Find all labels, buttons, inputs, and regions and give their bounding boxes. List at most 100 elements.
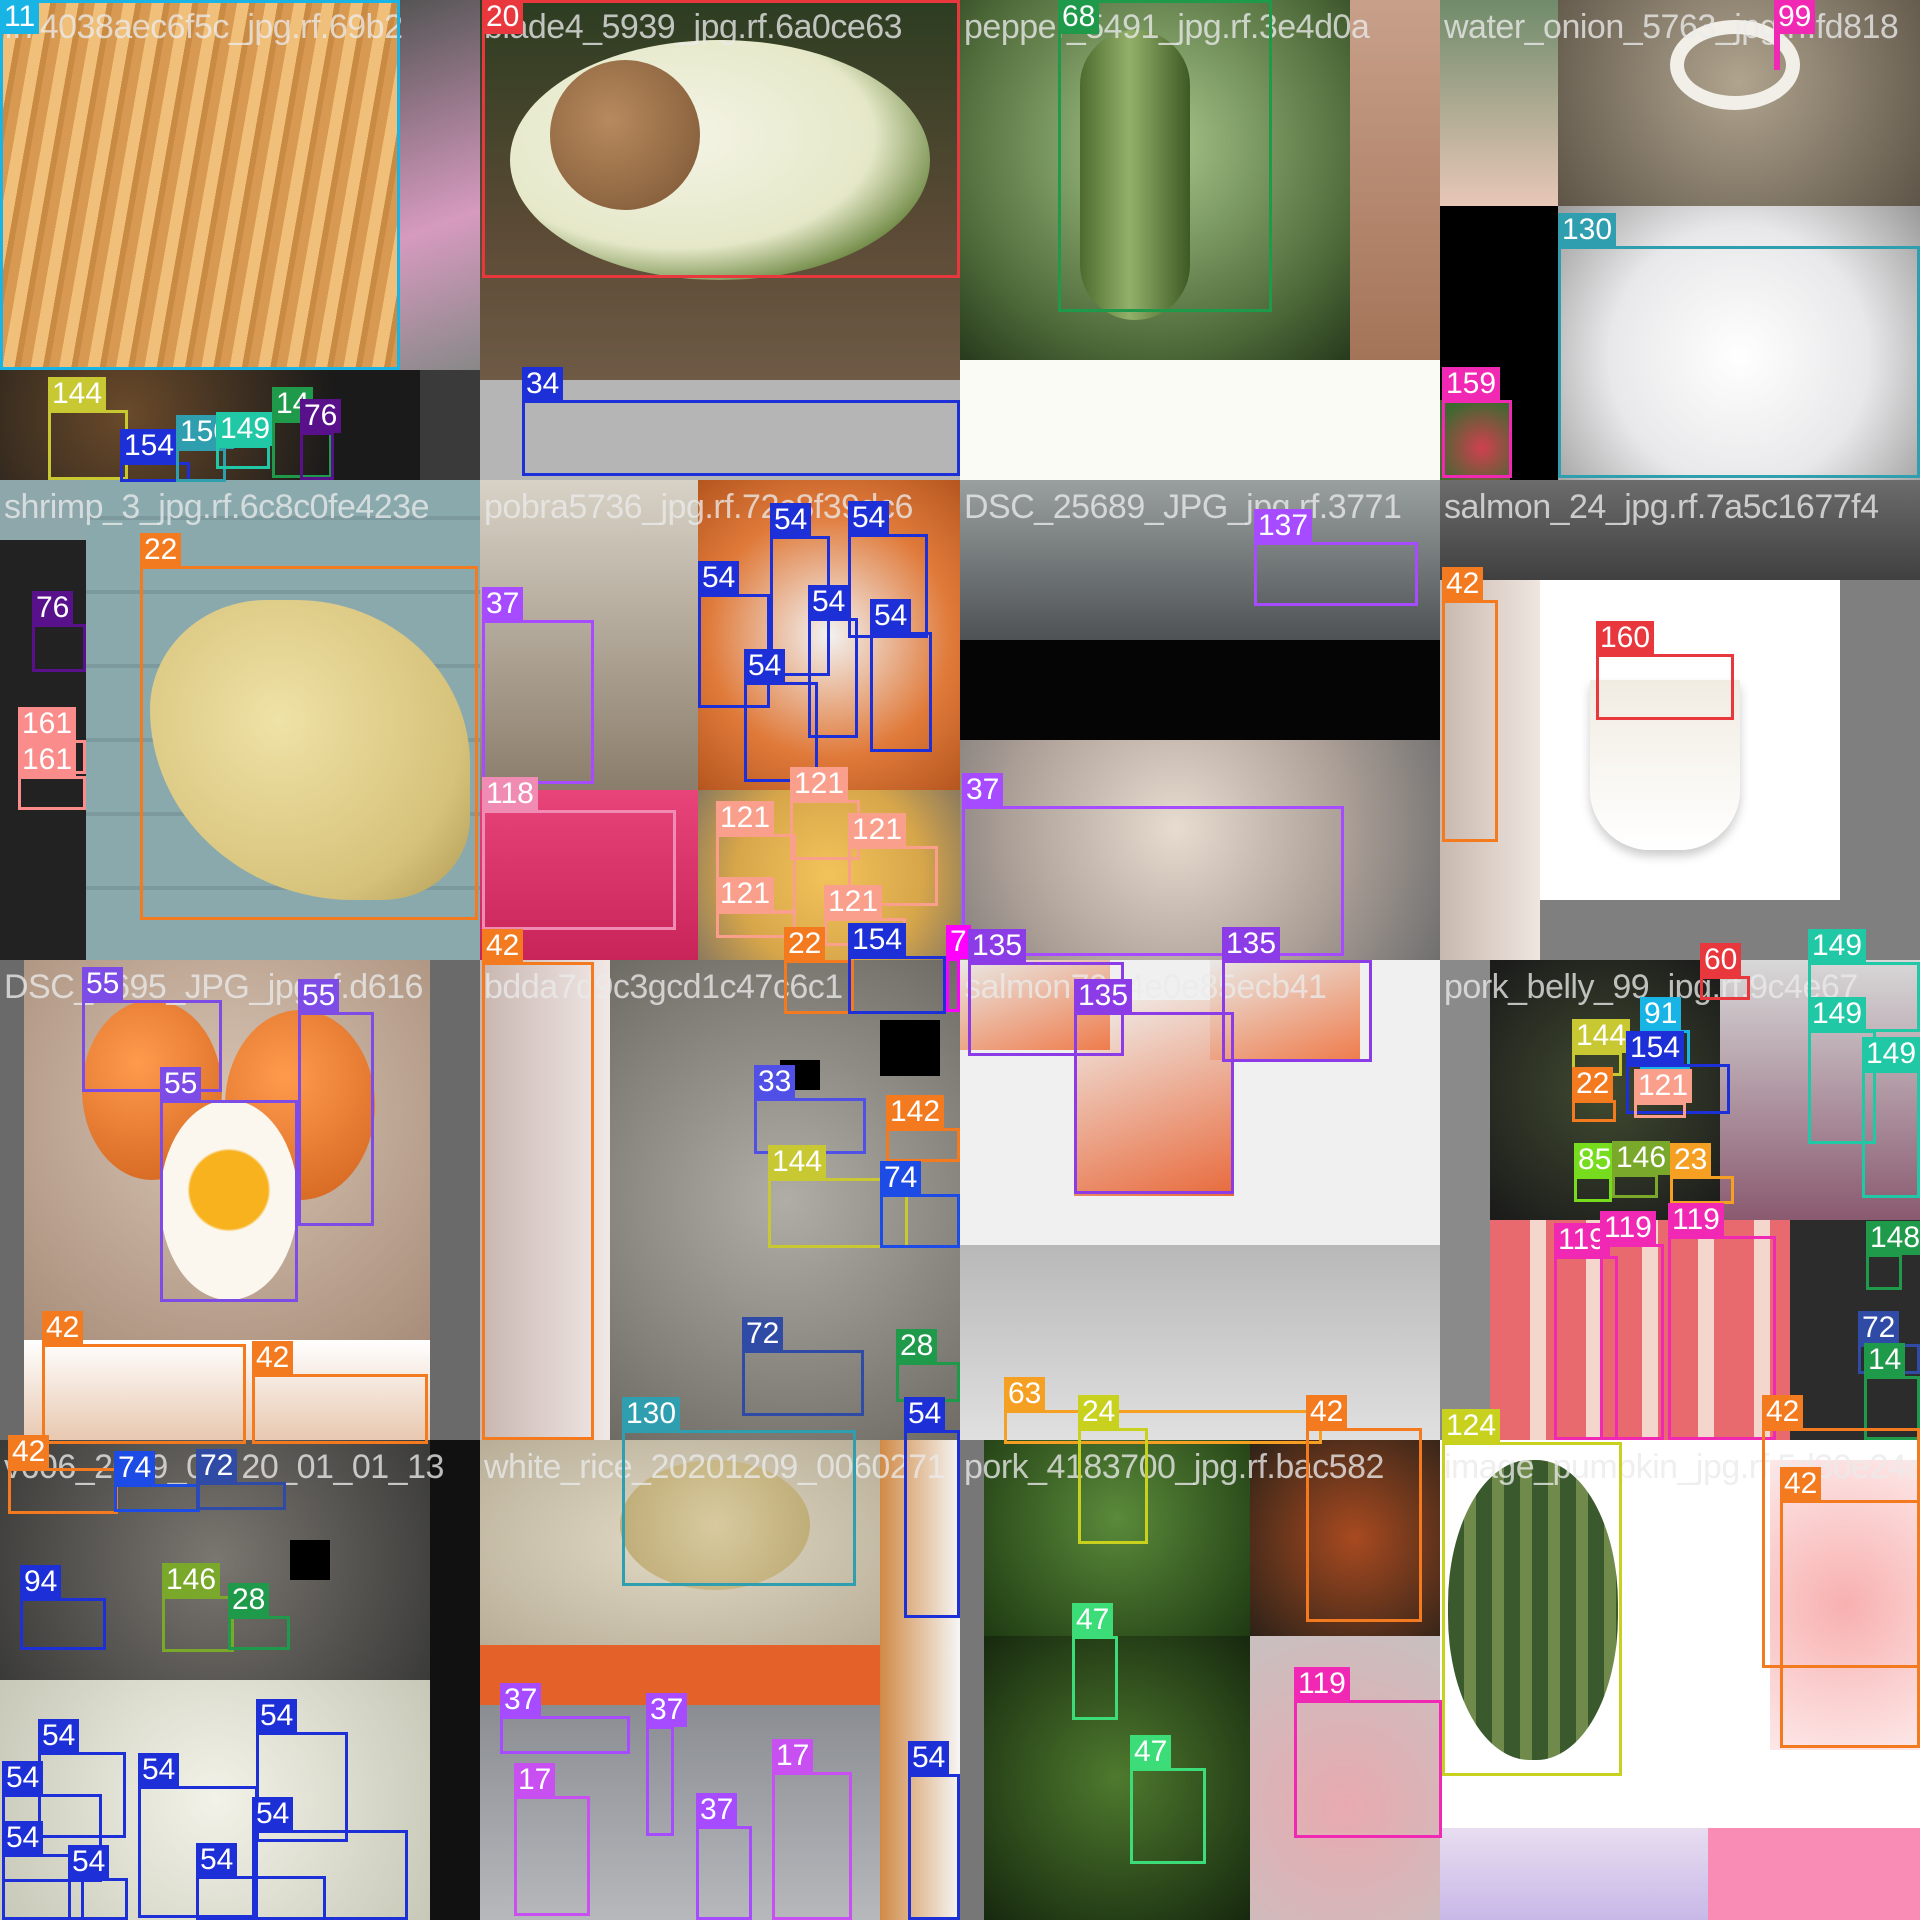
bounding-box: 159 <box>1442 367 1512 478</box>
bounding-box: 22 <box>784 927 854 1014</box>
bounding-box: 34 <box>522 367 960 476</box>
bounding-box: 54 <box>196 1843 326 1920</box>
class-label: 118 <box>482 777 538 811</box>
tile-mushroom: ff74038aec6f5c_jpg.rf.69b2 <box>0 0 480 480</box>
bounding-box: 135 <box>1074 979 1234 1194</box>
class-label: 14 <box>1864 1343 1906 1377</box>
bounding-box: 124 <box>1442 1409 1622 1776</box>
class-label: 54 <box>770 503 812 537</box>
class-label: 42 <box>1780 1467 1822 1501</box>
class-label: 76 <box>32 591 74 625</box>
class-label: 121 <box>716 801 775 835</box>
class-label: 42 <box>1306 1395 1348 1429</box>
bounding-box: 42 <box>252 1341 428 1444</box>
class-label: 161 <box>18 707 77 741</box>
class-label: 42 <box>252 1341 294 1375</box>
class-label: 91 <box>1640 997 1682 1031</box>
class-label: 121 <box>848 813 907 847</box>
bounding-box: 54 <box>2 1821 84 1920</box>
class-label: 124 <box>1442 1409 1501 1443</box>
bounding-box: 137 <box>1254 509 1418 606</box>
tile-sugar: salmon_24_jpg.rf.7a5c1677f4 <box>1440 480 1920 960</box>
bounding-box: 37 <box>962 773 1344 956</box>
class-label: 119 <box>1294 1667 1350 1701</box>
class-label: 72 <box>1858 1311 1900 1345</box>
bounding-box: 119 <box>1294 1667 1442 1838</box>
class-label: 28 <box>896 1329 938 1363</box>
bounding-box: 7 <box>946 925 971 1012</box>
class-label: 160 <box>1596 621 1655 655</box>
bounding-box: 54 <box>252 1797 408 1920</box>
class-label: 37 <box>500 1683 542 1717</box>
bounding-box: 146 <box>162 1563 234 1652</box>
class-label: 42 <box>1762 1395 1804 1429</box>
bounding-box: 42 <box>42 1311 246 1444</box>
bounding-box: 42 <box>1780 1467 1920 1748</box>
class-label: 146 <box>162 1563 221 1597</box>
bounding-box: 63 <box>1004 1377 1322 1444</box>
bounding-box: 99 <box>1774 0 1816 70</box>
bounding-box: 76 <box>300 399 342 480</box>
class-label: 20 <box>482 0 524 34</box>
bounding-box: 72 <box>742 1317 864 1416</box>
bounding-box: 142 <box>886 1095 960 1162</box>
bounding-box: 20 <box>482 0 960 278</box>
bounding-box: 33 <box>754 1065 866 1154</box>
bounding-box: 119 <box>1600 1211 1664 1440</box>
class-label: 54 <box>252 1797 294 1831</box>
class-label: 54 <box>138 1753 180 1787</box>
class-label: 154 <box>848 923 907 957</box>
class-label: 55 <box>82 967 124 1001</box>
bounding-box: 130 <box>1558 213 1920 478</box>
class-label: 60 <box>1700 943 1742 977</box>
bounding-box: 119 <box>1668 1203 1776 1440</box>
bounding-box: 11 <box>0 0 400 370</box>
tile-pepper: pepper_5491_jpg.rf.3e4d0a <box>960 0 1440 480</box>
class-label: 54 <box>808 585 850 619</box>
bounding-box: 149 <box>216 412 275 469</box>
class-label: 54 <box>196 1843 238 1877</box>
class-label: 55 <box>160 1067 202 1101</box>
bounding-box: 121 <box>824 885 906 946</box>
class-label: 137 <box>1254 509 1313 543</box>
class-label: 144 <box>48 377 107 411</box>
class-label: 42 <box>42 1311 84 1345</box>
class-label: 154 <box>120 429 179 463</box>
bounding-box: 42 <box>1442 567 1498 842</box>
class-label: 54 <box>68 1845 110 1879</box>
bounding-box: 76 <box>32 591 86 672</box>
class-label: 33 <box>754 1065 796 1099</box>
class-label: 74 <box>880 1161 922 1195</box>
bounding-box: 37 <box>482 587 594 784</box>
class-label: 54 <box>744 649 786 683</box>
bounding-box: 149 <box>1808 997 1876 1144</box>
bounding-box: 55 <box>160 1067 298 1302</box>
bounding-box: 17 <box>772 1739 852 1920</box>
tile-rice-vegetables: white_rice_20201209_0060271 <box>480 1440 960 1920</box>
class-label: 17 <box>772 1739 814 1773</box>
class-label: 121 <box>1634 1069 1693 1103</box>
class-label: 72 <box>742 1317 784 1351</box>
class-label: 149 <box>1808 997 1867 1031</box>
class-label: 11 <box>0 0 40 34</box>
class-label: 23 <box>1670 1143 1712 1177</box>
bounding-box: 14 <box>1864 1343 1920 1440</box>
class-label: 42 <box>482 929 524 963</box>
class-label: 17 <box>514 1763 556 1797</box>
class-label: 85 <box>1574 1143 1616 1177</box>
class-label: 144 <box>768 1145 827 1179</box>
bounding-box: 24 <box>1078 1395 1148 1544</box>
bounding-box: 121 <box>716 801 796 914</box>
bounding-box: 94 <box>20 1565 106 1650</box>
bounding-box: 47 <box>1130 1735 1206 1864</box>
class-label: 54 <box>848 501 890 535</box>
bounding-box: 74 <box>114 1451 200 1512</box>
class-label: 54 <box>2 1761 44 1795</box>
class-label: 130 <box>1558 213 1617 247</box>
class-label: 47 <box>1072 1603 1114 1637</box>
class-label: 37 <box>962 773 1004 807</box>
bounding-box: 160 <box>1596 621 1734 720</box>
bounding-box: 68 <box>1058 0 1272 312</box>
class-label: 34 <box>522 367 564 401</box>
class-label: 37 <box>646 1693 688 1727</box>
